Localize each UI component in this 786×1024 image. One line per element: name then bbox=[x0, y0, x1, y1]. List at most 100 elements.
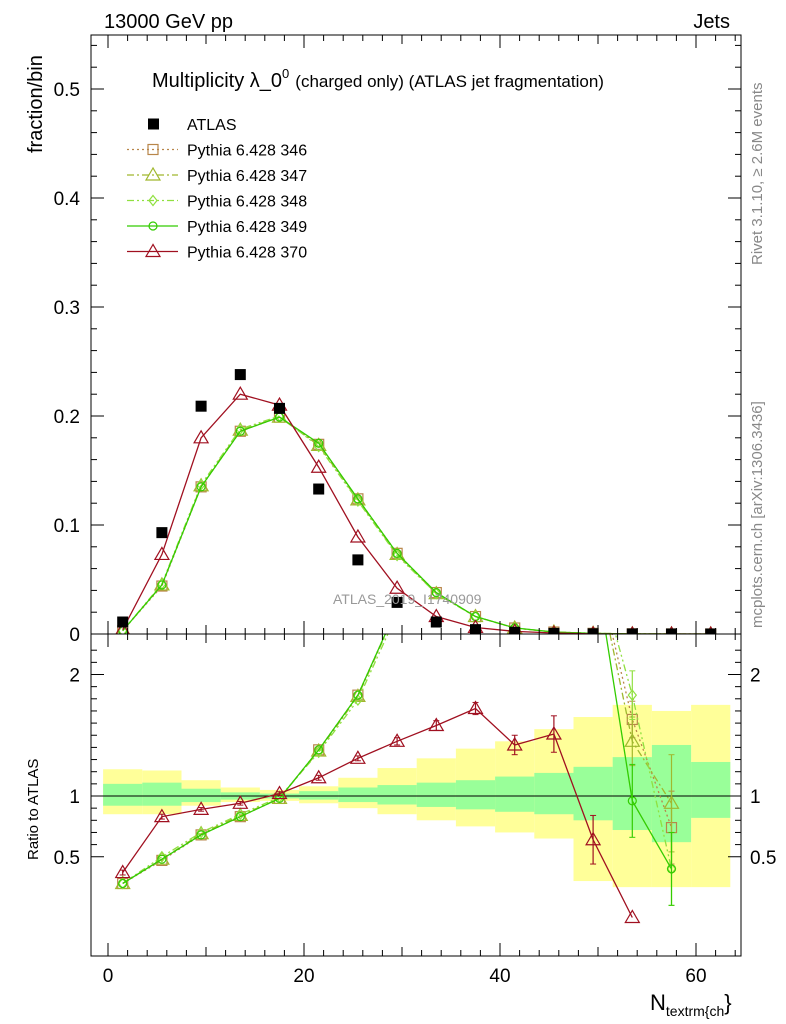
ratio-series-point bbox=[588, 548, 598, 558]
ratio-series-point bbox=[506, 736, 523, 751]
ratio-series-point bbox=[428, 717, 445, 732]
stat-uncertainty-band bbox=[299, 791, 339, 800]
atlas-point bbox=[509, 626, 521, 634]
stat-uncertainty-band bbox=[691, 761, 731, 818]
chart-title: Multiplicity λ_00 (charged only) (ATLAS j… bbox=[152, 66, 604, 92]
ratio-y-tick-label-right: 0.5 bbox=[750, 848, 776, 869]
atlas-point bbox=[666, 628, 677, 634]
y-tick-label: 0.5 bbox=[54, 80, 80, 101]
atlas-point bbox=[587, 628, 599, 634]
series-point bbox=[157, 580, 167, 590]
ratio-series-point bbox=[118, 878, 128, 889]
atlas-point bbox=[195, 400, 207, 412]
atlas-point bbox=[430, 616, 442, 628]
ratio-series-point bbox=[157, 850, 167, 863]
series-point bbox=[353, 495, 363, 507]
legend-marker bbox=[147, 143, 159, 156]
right-title: Jets bbox=[693, 11, 730, 33]
ratio-series-point bbox=[349, 750, 366, 764]
stat-uncertainty-band bbox=[377, 785, 417, 805]
x-axis-label: Ntextrm{ch} bbox=[650, 990, 732, 1019]
ratio-series-Pythia-6428-370 bbox=[114, 700, 641, 924]
ratio-series-point bbox=[310, 769, 327, 784]
ratio-series-point bbox=[114, 864, 131, 879]
series-ATLAS bbox=[117, 369, 717, 634]
ratio-series-point bbox=[585, 831, 602, 846]
chart-title-main: Multiplicity λ_0 bbox=[152, 70, 282, 92]
main-plot-ticks: 0 0.1 0.2 0.3 0.4 0.5 bbox=[54, 35, 741, 646]
main-plot-panel: 0 0.1 0.2 0.3 0.4 0.5 ATLAS_2019_I1740909 Mul… bbox=[25, 34, 742, 646]
ratio-series-point bbox=[627, 689, 638, 702]
ratio-series-point bbox=[235, 812, 245, 822]
ratio-y-tick-label-right: 1 bbox=[750, 787, 761, 808]
ratio-series-point bbox=[389, 733, 406, 747]
stat-uncertainty-band bbox=[416, 782, 456, 807]
mcplots-label: mcplots.cern.ch [arXiv:1306.3436] bbox=[749, 401, 766, 628]
stat-uncertainty-band bbox=[573, 766, 613, 821]
ratio-y-tick-label: 2 bbox=[69, 666, 80, 687]
stat-uncertainty-band bbox=[495, 776, 535, 812]
chart-title-sup: 0 bbox=[282, 66, 289, 81]
ratio-series-point bbox=[193, 801, 210, 815]
ratio-series-point bbox=[235, 808, 246, 821]
atlas-point bbox=[391, 596, 403, 608]
legend-atlas-label: ATLAS bbox=[187, 117, 237, 134]
series-point bbox=[235, 423, 246, 436]
atlas-point bbox=[548, 627, 560, 634]
atlas-point bbox=[156, 527, 168, 539]
ratio-series-point bbox=[624, 909, 641, 924]
x-axis-label-main: N bbox=[650, 990, 666, 1015]
y-tick-label: 0.3 bbox=[54, 298, 80, 319]
legend-label: Pythia 6.428 347 bbox=[187, 168, 307, 185]
ratio-plot-data bbox=[91, 546, 741, 924]
series-point bbox=[392, 549, 402, 562]
stat-uncertainty-band bbox=[338, 787, 378, 803]
series-point bbox=[313, 440, 324, 453]
legend-label: Pythia 6.428 370 bbox=[187, 245, 307, 262]
x-axis-label-close: } bbox=[724, 990, 731, 1015]
series-point bbox=[193, 429, 210, 444]
ratio-plot-frame bbox=[90, 633, 742, 957]
legend-marker bbox=[148, 221, 158, 231]
ratio-series-point bbox=[271, 785, 288, 800]
ratio-series-point bbox=[663, 795, 680, 809]
series-point bbox=[235, 426, 245, 436]
series-point bbox=[389, 580, 406, 594]
series-point bbox=[353, 494, 363, 504]
stat-uncertainty-band bbox=[455, 780, 496, 810]
legend-marker bbox=[144, 243, 162, 258]
watermark: ATLAS_2019_I1740909 bbox=[333, 591, 482, 607]
stat-uncertainty-band bbox=[534, 772, 574, 815]
legend-label: Pythia 6.428 346 bbox=[187, 143, 307, 160]
atlas-point bbox=[470, 624, 481, 634]
legend-label: Pythia 6.428 348 bbox=[187, 194, 307, 211]
ratio-series-point bbox=[353, 690, 363, 700]
atlas-point bbox=[352, 554, 364, 566]
legend: ATLAS Pythia 6.428 346 Pythia 6.428 347 Pyt… bbox=[127, 117, 307, 262]
series-point bbox=[349, 528, 366, 543]
ratio-series-point bbox=[313, 746, 324, 759]
ratio-y-tick-label-right: 2 bbox=[750, 666, 761, 687]
ratio-series-line bbox=[122, 634, 673, 885]
ratio-y-tick-label: 0.5 bbox=[54, 848, 80, 869]
legend-marker bbox=[148, 194, 158, 207]
series-point bbox=[392, 548, 402, 558]
ratio-series-point bbox=[586, 546, 600, 558]
series-point bbox=[153, 546, 170, 561]
ratio-series-point bbox=[393, 609, 401, 619]
series-point bbox=[431, 587, 441, 598]
ratio-series-point bbox=[624, 733, 641, 747]
ratio-series-point bbox=[545, 725, 562, 740]
ratio-series-point bbox=[589, 549, 597, 557]
series-point bbox=[117, 624, 128, 634]
ratio-series-point bbox=[196, 830, 206, 840]
y-axis-label: fraction/bin bbox=[25, 55, 47, 153]
x-tick-label: 40 bbox=[489, 966, 510, 987]
ratio-series-point bbox=[589, 548, 597, 558]
legend-atlas-marker bbox=[148, 118, 159, 130]
ratio-series-point bbox=[153, 808, 170, 823]
x-tick-label: 20 bbox=[293, 966, 314, 987]
ratio-series-point bbox=[627, 796, 637, 806]
series-point bbox=[314, 438, 324, 448]
